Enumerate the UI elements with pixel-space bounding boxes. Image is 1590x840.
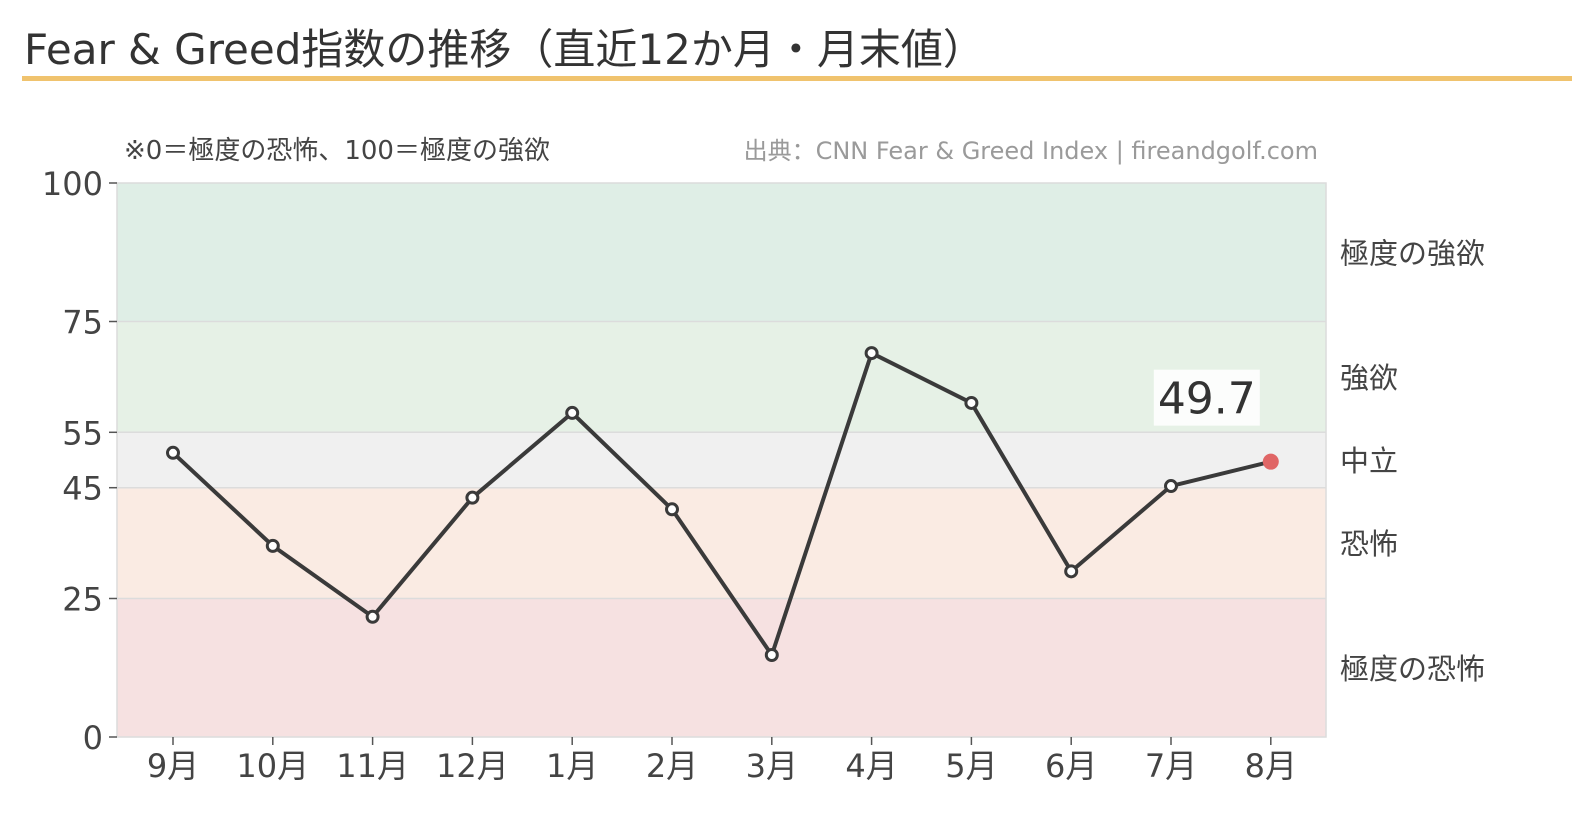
y-tick-label: 25 bbox=[62, 581, 103, 619]
data-point bbox=[764, 648, 779, 663]
y-tick-label: 100 bbox=[42, 165, 103, 203]
x-axis: 9月 10月 11月 12月 1月 2月 3月 4月 5月 6月 7月 8月 bbox=[147, 737, 1297, 785]
band-3 bbox=[117, 321, 1326, 433]
last-value-label: 49.7 bbox=[1158, 374, 1256, 425]
sentiment-bands bbox=[117, 183, 1326, 737]
data-point bbox=[864, 346, 879, 361]
x-tick-label: 11月 bbox=[336, 747, 409, 785]
x-tick-label: 9月 bbox=[147, 747, 199, 785]
band-label: 極度の強欲 bbox=[1340, 236, 1485, 270]
band-2 bbox=[117, 432, 1326, 488]
data-point bbox=[365, 609, 380, 624]
plot-frame bbox=[116, 182, 1327, 738]
data-point-latest bbox=[1262, 453, 1279, 470]
data-point bbox=[964, 395, 979, 410]
x-tick-label: 2月 bbox=[646, 747, 698, 785]
band-label: 恐怖 bbox=[1340, 527, 1398, 561]
last-value-label-box bbox=[1153, 369, 1260, 426]
data-point bbox=[166, 445, 180, 460]
data-point bbox=[265, 538, 280, 553]
title-underline bbox=[22, 76, 1572, 81]
x-tick-label: 6月 bbox=[1045, 747, 1097, 785]
y-tick-label: 75 bbox=[62, 304, 103, 342]
band-4 bbox=[117, 183, 1326, 322]
source-credit: 出典：CNN Fear & Greed Index | fireandgolf.… bbox=[744, 137, 1318, 165]
band-0 bbox=[117, 598, 1326, 737]
data-point bbox=[465, 490, 480, 505]
data-point bbox=[665, 502, 679, 517]
data-points bbox=[166, 346, 1279, 663]
x-tick-label: 4月 bbox=[845, 747, 897, 785]
x-tick-label: 10月 bbox=[236, 747, 309, 785]
band-label: 中立 bbox=[1340, 444, 1398, 478]
x-tick-label: 12月 bbox=[436, 747, 509, 785]
y-tick-label: 0 bbox=[83, 719, 103, 757]
x-tick-label: 5月 bbox=[945, 747, 997, 785]
chart-title: Fear & Greed指数の推移（直近12か月・月末値） bbox=[24, 25, 985, 74]
x-tick-label: 8月 bbox=[1245, 747, 1297, 785]
band-label: 極度の恐怖 bbox=[1340, 652, 1485, 686]
data-point bbox=[1064, 564, 1079, 579]
y-tick-label: 45 bbox=[62, 470, 103, 508]
y-axis: 0 25 45 55 75 100 bbox=[42, 165, 117, 757]
data-point bbox=[1164, 479, 1178, 494]
series-line bbox=[171, 351, 1272, 658]
y-tick-label: 55 bbox=[62, 414, 103, 452]
data-point bbox=[565, 405, 580, 420]
x-tick-label: 7月 bbox=[1145, 747, 1197, 785]
x-tick-label: 3月 bbox=[746, 747, 798, 785]
band-labels: 極度の恐怖 恐怖 中立 強欲 極度の強欲 bbox=[1340, 236, 1485, 686]
scale-note: ※0＝極度の恐怖、100＝極度の強欲 bbox=[124, 136, 550, 166]
x-tick-label: 1月 bbox=[546, 747, 598, 785]
band-label: 強欲 bbox=[1340, 361, 1398, 395]
